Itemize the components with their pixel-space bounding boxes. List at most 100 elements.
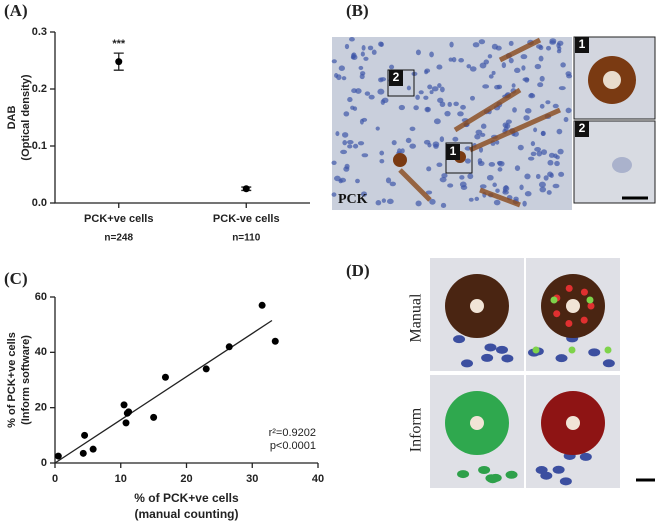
y-tick-label: 60 bbox=[35, 291, 47, 303]
nucleus bbox=[530, 151, 537, 157]
inset-nucleus bbox=[612, 157, 632, 173]
cell-core bbox=[470, 416, 484, 430]
nucleus bbox=[424, 106, 431, 113]
box-label: 1 bbox=[450, 144, 457, 158]
nucleus bbox=[346, 139, 354, 145]
nucleus bbox=[405, 137, 412, 144]
nucleus bbox=[565, 71, 572, 77]
cell-core bbox=[566, 299, 580, 313]
x-axis-label: % of PCK+ve cells bbox=[134, 491, 239, 505]
box-label: 2 bbox=[393, 70, 400, 84]
nucleus bbox=[556, 128, 563, 135]
nucleus bbox=[579, 452, 592, 461]
panel-label: (B) bbox=[346, 1, 369, 20]
nucleus bbox=[436, 64, 443, 70]
nucleus bbox=[553, 153, 558, 159]
nucleus bbox=[437, 83, 442, 88]
nucleus bbox=[491, 70, 496, 75]
cell bbox=[393, 153, 407, 167]
nucleus bbox=[334, 175, 341, 182]
nucleus bbox=[505, 470, 518, 479]
nucleus bbox=[559, 477, 572, 486]
nucleus bbox=[415, 94, 420, 100]
nucleus bbox=[339, 177, 347, 183]
stain bbox=[498, 37, 542, 63]
nucleus bbox=[437, 97, 444, 103]
stat-label: p<0.0001 bbox=[270, 440, 316, 452]
nucleus bbox=[520, 54, 528, 60]
nucleus bbox=[415, 49, 421, 56]
nucleus bbox=[344, 43, 350, 50]
nucleus bbox=[523, 115, 530, 121]
nucleus bbox=[457, 111, 464, 117]
nucleus bbox=[475, 129, 483, 135]
x-tick-label: 0 bbox=[52, 473, 58, 485]
nucleus bbox=[540, 131, 546, 136]
nucleus bbox=[351, 52, 357, 59]
nucleus bbox=[427, 84, 433, 90]
nucleus bbox=[375, 200, 382, 206]
nucleus bbox=[413, 105, 419, 111]
nucleus bbox=[352, 143, 359, 149]
stain bbox=[398, 168, 432, 202]
nucleus bbox=[546, 190, 552, 195]
panel-label: (D) bbox=[346, 261, 370, 280]
nucleus bbox=[340, 149, 348, 155]
nucleus bbox=[501, 354, 514, 363]
point bbox=[120, 401, 128, 409]
nucleus bbox=[439, 86, 445, 93]
nucleus bbox=[539, 103, 545, 109]
y-tick-label: 0 bbox=[41, 457, 47, 469]
nucleus bbox=[341, 132, 349, 138]
nucleus bbox=[480, 123, 487, 129]
nucleus bbox=[429, 90, 434, 95]
nucleus bbox=[524, 108, 532, 114]
y-tick-label: 0.0 bbox=[32, 197, 47, 209]
nucleus bbox=[496, 84, 503, 90]
x-tick-label: PCK-ve cells bbox=[213, 213, 280, 225]
nucleus bbox=[453, 335, 466, 344]
point bbox=[81, 431, 89, 439]
label-bg bbox=[575, 121, 589, 137]
nucleus bbox=[540, 471, 553, 480]
nucleus bbox=[449, 41, 454, 48]
nucleus bbox=[424, 69, 429, 75]
nucleus bbox=[479, 62, 487, 69]
n-label: n=248 bbox=[104, 233, 133, 244]
nucleus bbox=[447, 183, 454, 188]
box-label: 2 bbox=[579, 121, 586, 135]
panel-label: (A) bbox=[4, 1, 28, 20]
nucleus bbox=[554, 160, 560, 167]
y-axis-label: DAB bbox=[6, 106, 18, 130]
nucleus bbox=[431, 86, 439, 92]
marker bbox=[553, 310, 561, 318]
nucleus bbox=[341, 76, 347, 81]
n-label: n=110 bbox=[232, 233, 261, 244]
nucleus bbox=[423, 95, 429, 100]
nucleus bbox=[522, 77, 530, 82]
nucleus bbox=[502, 185, 510, 192]
nucleus bbox=[495, 140, 500, 145]
point bbox=[79, 449, 87, 457]
nucleus bbox=[470, 95, 475, 101]
nucleus bbox=[448, 57, 453, 62]
nucleus bbox=[480, 132, 486, 137]
nucleus bbox=[552, 103, 559, 109]
nucleus bbox=[549, 40, 556, 45]
nucleus bbox=[359, 73, 365, 80]
cell-core bbox=[566, 416, 580, 430]
nucleus bbox=[505, 119, 512, 124]
nucleus bbox=[364, 91, 371, 96]
nucleus bbox=[558, 171, 565, 177]
nucleus bbox=[331, 59, 337, 64]
nucleus bbox=[361, 44, 366, 51]
nucleus bbox=[524, 191, 532, 197]
nucleus bbox=[478, 39, 486, 45]
nucleus bbox=[389, 64, 395, 70]
nucleus bbox=[491, 43, 498, 50]
nucleus bbox=[391, 140, 397, 146]
nucleus bbox=[457, 470, 470, 479]
nucleus bbox=[336, 74, 342, 81]
nucleus bbox=[502, 122, 509, 128]
